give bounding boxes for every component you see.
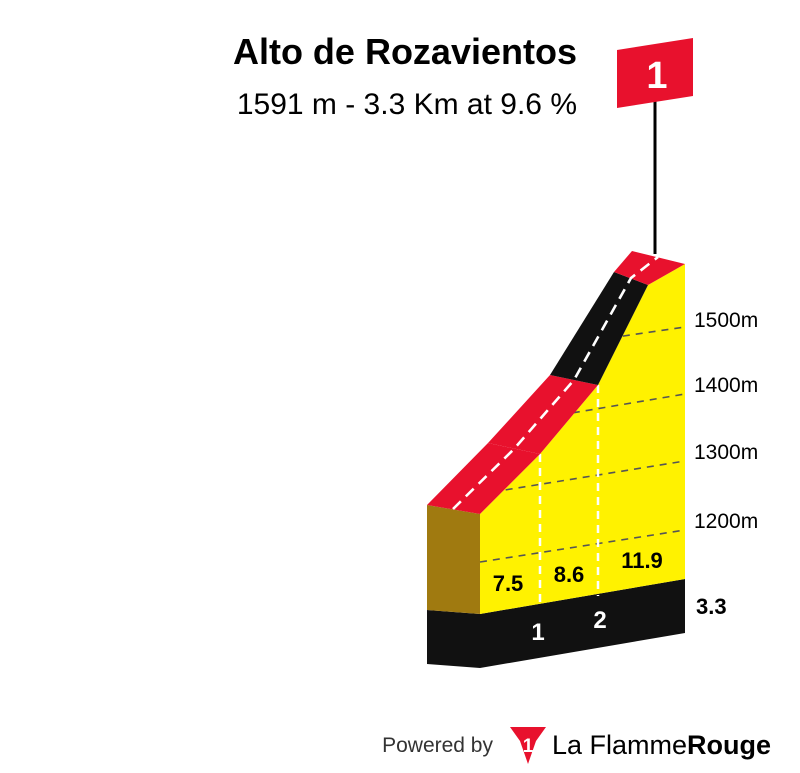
y-tick-1300: 1300m xyxy=(694,441,758,464)
km-dividers xyxy=(538,385,600,606)
brand-name-regular: La Flamme xyxy=(552,730,687,760)
gradient-label-km1: 7.5 xyxy=(493,571,524,596)
logo-digit: 1 xyxy=(523,736,534,757)
chart-title: Alto de Rozavientos xyxy=(233,31,577,72)
gradient-label-km2: 8.6 xyxy=(554,562,585,587)
gridline-1200 xyxy=(479,529,686,563)
gridline-1300 xyxy=(479,460,686,495)
brand-name: La FlammeRouge xyxy=(552,730,771,760)
km-marker-1: 1 xyxy=(531,619,544,646)
distance-base xyxy=(427,579,685,668)
total-distance-label: 3.3 xyxy=(696,594,727,619)
gridline-1400 xyxy=(559,393,686,416)
y-tick-1500: 1500m xyxy=(694,309,758,332)
y-tick-1400: 1400m xyxy=(694,374,758,397)
profile-front-face xyxy=(427,505,480,614)
profile-side-fill xyxy=(480,264,685,614)
chart-subtitle: 1591 m - 3.3 Km at 9.6 % xyxy=(237,88,577,121)
powered-by-label: Powered by xyxy=(382,734,493,757)
gradient-label-km3: 11.9 xyxy=(621,548,663,573)
y-tick-1200: 1200m xyxy=(694,510,758,533)
km-marker-2: 2 xyxy=(593,607,606,634)
elevation-gridlines xyxy=(479,326,686,563)
category-number: 1 xyxy=(646,55,667,97)
brand-name-bold: Rouge xyxy=(687,730,771,760)
flamme-rouge-logo-icon: 1 xyxy=(510,727,546,764)
road-segment-3 xyxy=(550,272,648,385)
category-flag xyxy=(617,38,693,108)
road-centerline xyxy=(452,255,659,510)
